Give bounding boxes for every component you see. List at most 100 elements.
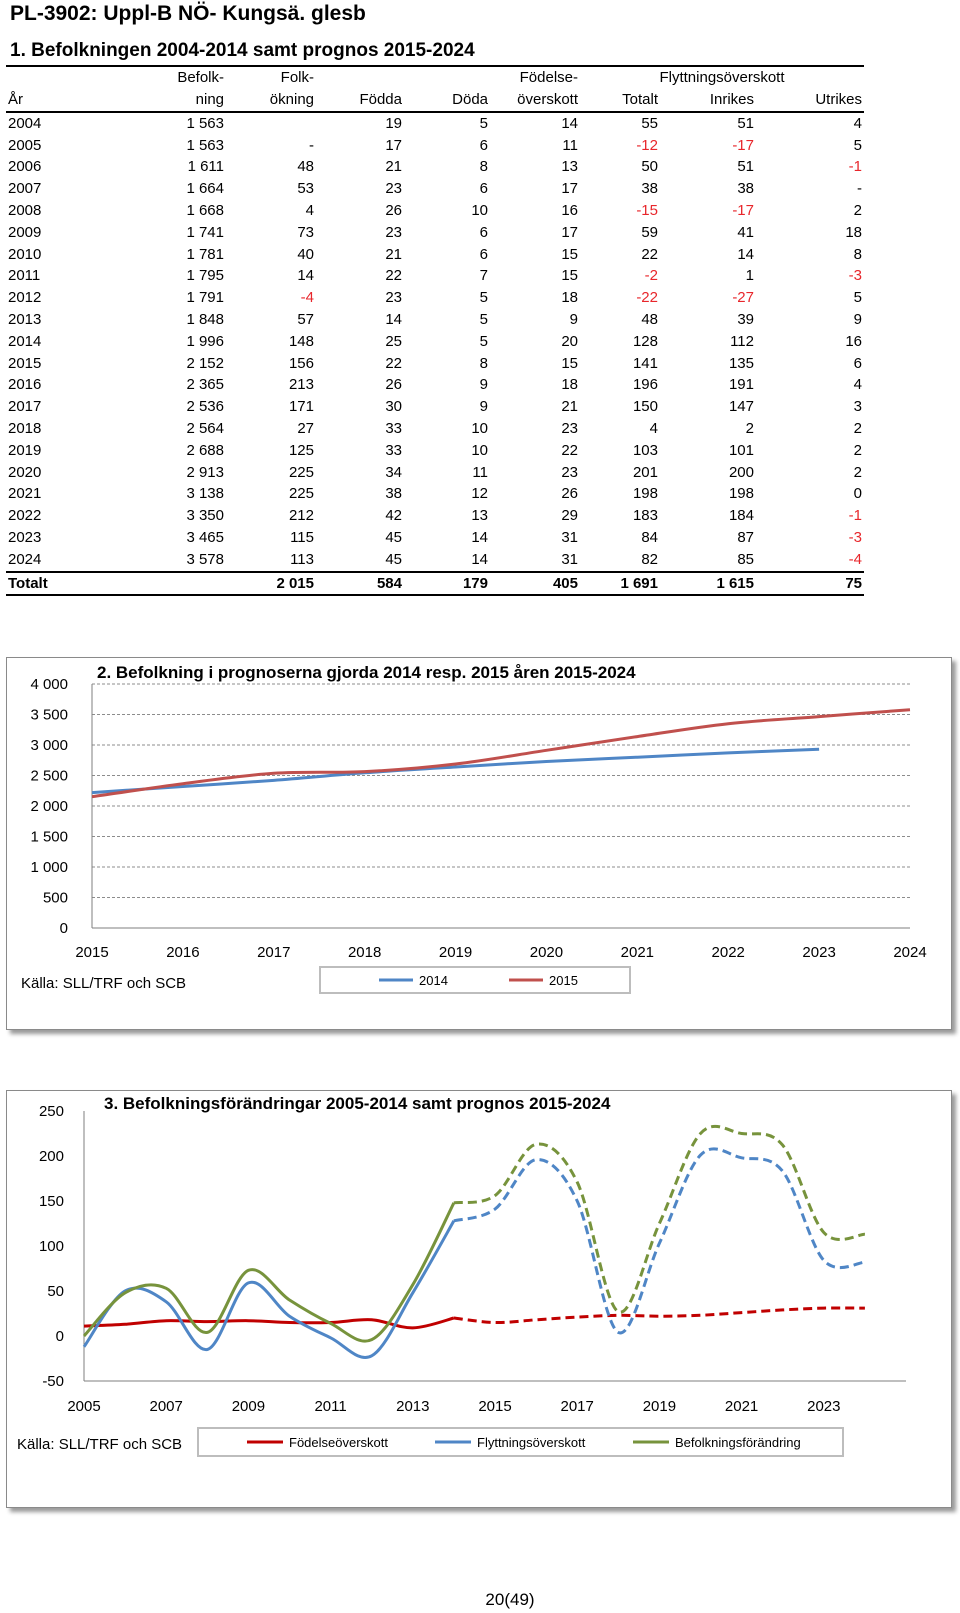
table-cell: -4 — [848, 550, 862, 568]
table-cell: 1 563 — [186, 114, 224, 132]
header-cell: överskott — [490, 89, 580, 113]
table-row: 2014 1 996 148 25 5 20 128 112 16 — [6, 331, 864, 353]
table-cell: 23 — [561, 419, 578, 437]
table-cell: -22 — [636, 289, 658, 307]
chart2-xtick-label: 2011 — [314, 1398, 346, 1415]
table-cell: 112 — [730, 332, 754, 350]
table-cell: 9 — [479, 376, 488, 394]
table-cell: 225 — [288, 463, 314, 481]
table-cell: 20 — [561, 332, 578, 350]
table-cell: 1 781 — [186, 245, 224, 263]
table-cell: 200 — [728, 463, 754, 481]
table-cell: -12 — [636, 136, 658, 154]
table-cell: 6 — [479, 136, 488, 154]
chart1-title: 2. Befolkning i prognoserna gjorda 2014 … — [97, 663, 636, 682]
chart2-legend-label: Flyttningsöverskott — [477, 1435, 586, 1450]
chart1-ytick-label: 4 000 — [30, 676, 68, 693]
header-cell: År — [6, 89, 76, 113]
table-cell: 1 691 — [580, 570, 660, 597]
chart1-ytick-label: 3 000 — [30, 737, 68, 754]
table-cell: 33 — [385, 419, 402, 437]
table-row: 2020 2 913 225 34 11 23 201 200 2 — [6, 462, 864, 484]
table-row: 2004 1 563 19 5 14 55 51 4 — [6, 112, 864, 135]
table-cell: 18 — [561, 289, 578, 307]
table-cell: 1 615 — [660, 570, 756, 597]
table-row: 2016 2 365 213 26 9 18 196 191 4 — [6, 374, 864, 396]
table-cell: 18 — [845, 223, 862, 241]
table-cell: 2024 — [8, 550, 42, 568]
table-cell: -27 — [732, 289, 754, 307]
table-cell: -3 — [848, 528, 862, 546]
table-cell: -17 — [732, 136, 754, 154]
table-cell: 5 — [853, 136, 862, 154]
table-cell: 2006 — [8, 158, 42, 176]
table-cell: Totalt — [6, 570, 76, 597]
table-cell: 38 — [737, 180, 754, 198]
table-row: 2007 1 664 53 23 6 17 38 38 - — [6, 178, 864, 200]
table-cell: 6 — [479, 245, 488, 263]
table-cell: 17 — [561, 223, 578, 241]
table-cell: 11 — [472, 463, 488, 481]
table-cell: 191 — [728, 376, 754, 394]
table-cell: 183 — [632, 507, 658, 525]
table-cell: 2016 — [8, 376, 42, 394]
table-cell: 45 — [385, 528, 402, 546]
chart-population-changes: 3. Befolkningsförändringar 2005-2014 sam… — [6, 1090, 952, 1508]
table-cell: 17 — [385, 136, 402, 154]
table-cell: 39 — [737, 310, 754, 328]
table-cell: 2013 — [8, 310, 42, 328]
table-row: 2008 1 668 4 26 10 16 -15 -17 2 — [6, 200, 864, 222]
table-cell: 16 — [561, 201, 578, 219]
table-cell: 2017 — [8, 398, 42, 416]
chart1-xtick-label: 2024 — [893, 944, 926, 961]
chart1-legend-box — [319, 966, 631, 994]
table-row: 2019 2 688 125 33 10 22 103 101 2 — [6, 440, 864, 462]
table-cell: 2022 — [8, 507, 42, 525]
chart2-xtick-label: 2019 — [643, 1398, 676, 1415]
table-cell: 584 — [316, 570, 404, 597]
table-cell: 57 — [297, 310, 314, 328]
table-cell: 26 — [561, 485, 578, 503]
table-cell: -4 — [300, 289, 314, 307]
header-cell: ning — [76, 89, 226, 113]
table-cell: 128 — [632, 332, 658, 350]
table-cell: 4 — [649, 419, 658, 437]
table-cell: 225 — [288, 485, 314, 503]
chart2-xtick-label: 2017 — [561, 1398, 594, 1415]
table-cell: 198 — [728, 485, 754, 503]
table-cell: 38 — [641, 180, 658, 198]
chart1-ytick-label: 1 000 — [30, 859, 68, 876]
chart1-ytick-label: 3 500 — [30, 707, 68, 724]
chart2-ytick-label: 200 — [39, 1148, 64, 1165]
chart1-xtick-label: 2017 — [257, 944, 290, 961]
chart1-svg: 2. Befolkning i prognoserna gjorda 2014 … — [21, 663, 927, 994]
table-cell: 26 — [385, 376, 402, 394]
chart2-ytick-label: 150 — [39, 1193, 64, 1210]
table-row: 2012 1 791 -4 23 5 18 -22 -27 5 — [6, 287, 864, 309]
table-cell: 53 — [297, 180, 314, 198]
table-cell: 75 — [756, 570, 864, 597]
table-cell: 82 — [641, 550, 658, 568]
table-cell: 1 741 — [186, 223, 224, 241]
table-cell: 14 — [385, 310, 402, 328]
table-row: 2017 2 536 171 30 9 21 150 147 3 — [6, 396, 864, 418]
table-cell: 8 — [479, 158, 488, 176]
table-cell: 21 — [561, 398, 578, 416]
table-row: 2009 1 741 73 23 6 17 59 41 18 — [6, 222, 864, 244]
table-cell: 2007 — [8, 180, 42, 198]
table-cell: 2009 — [8, 223, 42, 241]
chart2-xtick-label: 2021 — [725, 1398, 758, 1415]
table-cell: 2012 — [8, 289, 42, 307]
table-cell: 3 350 — [186, 507, 224, 525]
table-cell: 1 563 — [186, 136, 224, 154]
table-cell: 14 — [297, 267, 314, 285]
chart1-ytick-label: 2 500 — [30, 768, 68, 785]
chart2-legend-label: Födelseöverskott — [289, 1435, 388, 1450]
chart2-series-forecast-Födelseöverskott — [453, 1306, 865, 1325]
table-cell: 85 — [737, 550, 754, 568]
table-cell: 2010 — [8, 245, 42, 263]
table-cell: 13 — [471, 507, 488, 525]
table-cell: 50 — [641, 158, 658, 176]
table-cell: 12 — [471, 485, 488, 503]
header-cell — [6, 66, 76, 89]
